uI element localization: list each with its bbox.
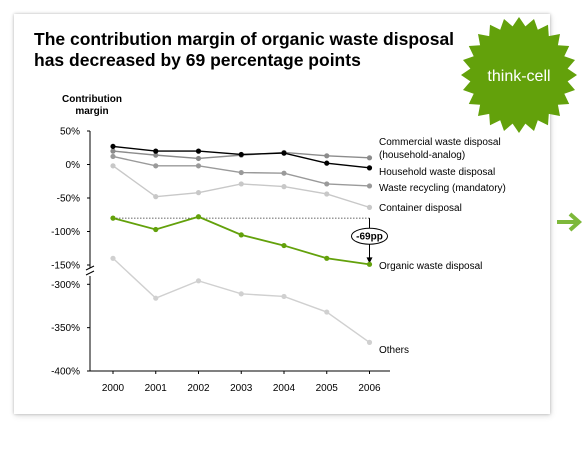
data-point (366, 183, 373, 189)
data-point (281, 170, 287, 176)
series-label: Others (379, 345, 409, 356)
data-point (238, 151, 244, 158)
data-point (281, 150, 287, 156)
title-line-1: The contribution margin of organic waste… (34, 29, 455, 49)
data-point (238, 169, 244, 176)
y-tick-label: -150% (51, 261, 80, 272)
difference-label-bubble (351, 227, 388, 245)
y-tick-label: 50% (60, 127, 80, 138)
ylabel-line-1: Contribution (62, 94, 122, 105)
series-label: Container disposal (379, 203, 462, 214)
x-tick-label: 2001 (145, 383, 168, 394)
series-label: Commercial waste disposal (379, 137, 501, 148)
series-label: Waste recycling (mandatory) (379, 183, 506, 194)
y-tick-label: 0% (66, 160, 81, 171)
data-point (324, 309, 330, 315)
data-point (238, 181, 244, 187)
data-point (281, 242, 287, 249)
data-point (110, 148, 116, 154)
data-point (153, 152, 159, 158)
x-tick-label: 2004 (273, 383, 296, 394)
series-label: (household-analog) (379, 150, 465, 161)
y-tick-label: -300% (51, 280, 80, 291)
data-point (153, 148, 159, 154)
data-point (366, 165, 373, 171)
data-point (195, 214, 202, 220)
data-point (281, 293, 287, 300)
y-tick-label: -400% (51, 367, 80, 378)
x-tick-label: 2000 (102, 383, 125, 394)
axis-break-mark-2 (85, 270, 95, 276)
data-point (195, 190, 202, 196)
chart-title: The contribution margin of organic waste… (34, 29, 474, 71)
data-point (195, 163, 202, 169)
data-point (366, 339, 373, 345)
data-point (324, 153, 330, 159)
difference-arrowhead (366, 257, 373, 264)
series-label: Organic waste disposal (379, 261, 482, 272)
y-tick-label: -50% (57, 194, 80, 205)
data-point (366, 155, 373, 161)
data-point (110, 143, 116, 150)
badge-label: think-cell (487, 68, 550, 85)
difference-label: -69pp (356, 232, 383, 243)
data-point (195, 278, 202, 284)
ylabel-line-2: margin (75, 106, 108, 117)
data-point (195, 155, 202, 162)
badge-starburst (461, 17, 577, 133)
series-label: Household waste disposal (379, 167, 495, 178)
data-point (366, 261, 373, 267)
arrow-right-icon (557, 212, 583, 232)
x-tick-label: 2003 (230, 383, 253, 394)
slide-card (14, 14, 550, 414)
data-point (366, 204, 373, 210)
y-tick-label: -350% (51, 323, 80, 334)
x-tick-label: 2002 (187, 383, 210, 394)
x-tick-label: 2005 (316, 383, 339, 394)
series-line (112, 257, 370, 343)
data-point (238, 291, 244, 297)
data-point (238, 232, 244, 238)
data-point (153, 194, 159, 200)
data-point (324, 255, 330, 261)
data-point (110, 163, 116, 169)
data-point (153, 163, 159, 169)
data-point (324, 181, 330, 187)
data-point (195, 148, 202, 154)
series-line (112, 215, 370, 266)
title-line-2: has decreased by 69 percentage points (34, 50, 361, 70)
data-point (153, 295, 159, 301)
think-cell-badge: think-cell (461, 17, 577, 133)
x-tick-label: 2006 (358, 383, 381, 394)
data-point (324, 191, 330, 197)
axis-break-mark-1 (85, 265, 95, 271)
y-tick-label: -100% (51, 227, 80, 238)
data-point (110, 153, 116, 160)
data-point (110, 215, 116, 221)
data-point (110, 255, 116, 261)
data-point (324, 160, 330, 166)
data-point (153, 226, 159, 233)
data-point (281, 184, 287, 190)
